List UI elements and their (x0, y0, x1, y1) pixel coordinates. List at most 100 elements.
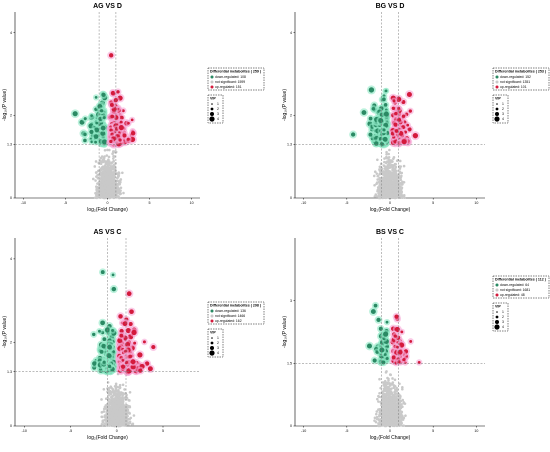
point-up-regulated (128, 321, 133, 327)
vip-size-swatch (211, 103, 213, 105)
point-not-significant (375, 415, 379, 419)
chart-title: BS VS C (376, 229, 404, 236)
point-not-significant (103, 195, 106, 198)
point-not-significant (113, 167, 117, 171)
point-not-significant (117, 405, 121, 408)
point-down-regulated (378, 117, 384, 123)
point-down-regulated (83, 138, 87, 143)
point-not-significant (106, 148, 109, 152)
legend-swatch-ns (210, 80, 214, 84)
point-not-significant (100, 411, 104, 414)
point-not-significant (117, 188, 121, 192)
point-up-regulated (407, 127, 412, 132)
point-not-significant (388, 180, 391, 184)
point-not-significant (93, 165, 97, 168)
point-up-regulated (110, 114, 115, 119)
point-not-significant (111, 401, 115, 404)
point-not-significant (123, 388, 126, 391)
point-not-significant (115, 413, 119, 416)
point-down-regulated (92, 332, 96, 337)
point-not-significant (387, 379, 390, 382)
vip-size-label: 4 (217, 117, 219, 121)
point-not-significant (382, 171, 385, 174)
point-not-significant (385, 173, 388, 177)
point-not-significant (113, 150, 117, 153)
point-not-significant (122, 407, 126, 410)
point-not-significant (102, 419, 105, 422)
panel-as-vs-c: AS VS C -10 -5 0 5 0 1.3 2 4 log₂(Fold Change) -lo… (0, 226, 275, 452)
point-not-significant (100, 168, 103, 171)
x-tick-label: 10 (190, 201, 194, 205)
point-not-significant (110, 386, 113, 390)
point-not-significant (390, 165, 394, 169)
point-not-significant (120, 407, 124, 410)
point-down-regulated (100, 320, 105, 326)
point-not-significant (375, 172, 379, 175)
point-down-regulated (368, 116, 373, 121)
point-not-significant (102, 388, 106, 391)
point-not-significant (376, 158, 379, 162)
point-not-significant (94, 179, 97, 182)
point-not-significant (125, 397, 129, 400)
point-not-significant (384, 195, 388, 198)
point-not-significant (402, 424, 406, 427)
point-not-significant (385, 155, 388, 159)
point-not-significant (121, 415, 125, 419)
point-not-significant (109, 408, 113, 412)
point-not-significant (121, 394, 124, 398)
point-not-significant (96, 189, 100, 193)
point-down-regulated (111, 273, 115, 277)
point-not-significant (111, 175, 115, 178)
point-not-significant (124, 405, 127, 408)
vip-size-label: 4 (502, 117, 504, 121)
point-not-significant (124, 423, 127, 427)
point-not-significant (100, 183, 104, 187)
legend-entry: down-regulated: 152 (500, 75, 531, 79)
point-not-significant (119, 417, 123, 420)
point-not-significant (106, 185, 109, 189)
point-not-significant (121, 401, 124, 405)
point-up-regulated (118, 314, 123, 319)
point-not-significant (112, 406, 115, 410)
point-not-significant (91, 177, 95, 181)
point-not-significant (120, 396, 123, 400)
point-down-regulated (72, 111, 78, 117)
point-not-significant (117, 391, 120, 395)
legend-title: Differential metabolites ( 298 ) (210, 304, 262, 308)
point-not-significant (129, 416, 133, 420)
point-not-significant (117, 394, 120, 398)
point-not-significant (389, 184, 392, 187)
point-not-significant (384, 171, 387, 174)
point-down-regulated (83, 117, 87, 121)
point-not-significant (110, 395, 113, 399)
point-not-significant (378, 168, 381, 171)
x-tick-label: -5 (69, 429, 72, 433)
point-not-significant (378, 187, 382, 190)
point-not-significant (397, 174, 401, 178)
point-not-significant (100, 166, 104, 169)
point-up-regulated (108, 53, 114, 58)
x-tick-label: 5 (149, 201, 151, 205)
point-not-significant (383, 157, 386, 160)
point-not-significant (114, 194, 118, 198)
point-up-regulated (130, 359, 136, 365)
y-tick-label: 0 (10, 196, 12, 200)
x-tick-label: -5 (64, 201, 67, 205)
point-up-regulated (118, 124, 124, 131)
point-not-significant (99, 160, 102, 163)
point-not-significant (121, 383, 125, 387)
vip-size-swatch (210, 107, 214, 111)
point-not-significant (400, 186, 404, 190)
point-not-significant (107, 165, 110, 169)
legend-title: Differential metabolites ( 259 ) (210, 70, 262, 74)
point-not-significant (398, 182, 401, 186)
point-not-significant (382, 164, 386, 167)
vip-size-label: 2 (217, 341, 219, 345)
point-not-significant (103, 155, 106, 158)
point-not-significant (395, 194, 398, 198)
point-not-significant (102, 170, 106, 174)
point-not-significant (116, 179, 119, 183)
point-not-significant (114, 382, 118, 386)
point-up-regulated (391, 106, 396, 110)
